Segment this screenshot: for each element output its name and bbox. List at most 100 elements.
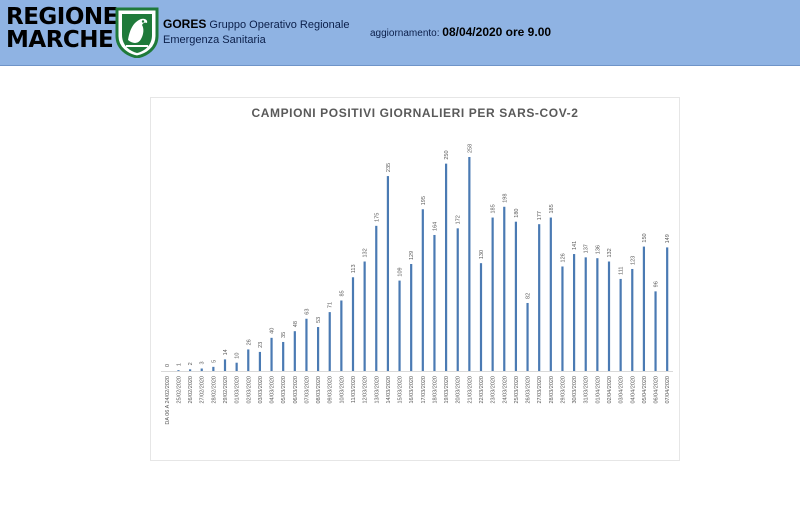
data-label: 5 (211, 360, 217, 363)
x-tick-label: 29/03/2020 (560, 376, 566, 404)
data-label: 109 (398, 267, 404, 276)
x-tick-label: 23/03/2020 (491, 376, 497, 404)
chart-title: CAMPIONI POSITIVI GIORNALIERI PER SARS-C… (251, 106, 579, 120)
x-tick-label: 01/04/2020 (595, 376, 601, 404)
bar (433, 234, 436, 371)
x-tick-label: 12/03/2020 (363, 376, 369, 404)
x-tick-label: 10/03/2020 (339, 376, 345, 404)
bar (456, 228, 459, 371)
x-tick-label: 08/03/2020 (316, 376, 322, 404)
data-label: 172 (456, 215, 462, 224)
x-tick-label: 05/03/2020 (281, 376, 287, 404)
data-label: 1 (176, 363, 182, 366)
x-tick-label: 01/03/2020 (235, 376, 241, 404)
data-label: 14 (223, 349, 229, 355)
bar (421, 209, 424, 371)
data-label: 136 (595, 245, 601, 254)
org-line-2: Emergenza Sanitaria (163, 34, 266, 46)
bar (479, 263, 483, 371)
x-tick-label: 28/03/2020 (549, 376, 555, 404)
bar (293, 331, 296, 371)
x-tick-label: 06/04/2020 (654, 376, 660, 404)
bar (410, 264, 413, 371)
update-label: aggiornamento: (370, 28, 440, 39)
data-label: 258 (467, 144, 473, 153)
bar (572, 254, 576, 371)
bar (398, 280, 401, 371)
bar (375, 225, 378, 371)
bar (619, 278, 622, 371)
x-tick-label: 02/04/2020 (607, 376, 613, 404)
x-tick-label: 09/03/2020 (328, 376, 334, 404)
x-tick-label: 14/03/2020 (386, 376, 392, 404)
data-label: 40 (270, 328, 276, 334)
x-tick-label: 06/03/2020 (293, 376, 299, 404)
x-tick-label: 15/03/2020 (398, 376, 404, 404)
bar (607, 261, 611, 371)
data-label: 10 (235, 353, 241, 359)
chart-container: CAMPIONI POSITIVI GIORNALIERI PER SARS-C… (150, 97, 680, 461)
x-tick-label: 18/03/2020 (432, 376, 438, 404)
org-line-1: Gruppo Operativo Regionale (209, 19, 350, 31)
data-label: 123 (630, 256, 636, 265)
data-label: 48 (293, 321, 299, 327)
x-tick-label: 28/02/2020 (211, 376, 217, 404)
data-label: 26 (246, 339, 252, 345)
bar (503, 206, 506, 371)
bar (584, 257, 587, 371)
bar-chart: 0 DA 06 A 24/02/2020 1 25/02/2020 2 26/02/202… (161, 144, 673, 425)
header-banner: REGIONE MARCHE GORES Gruppo Operativo Re… (0, 0, 800, 66)
x-tick-label: 07/04/2020 (665, 376, 671, 404)
org-short-name: GORES (163, 17, 207, 31)
data-label: 0 (165, 364, 171, 367)
data-label: 250 (444, 150, 450, 159)
data-label: 198 (502, 194, 508, 203)
bar (258, 351, 262, 371)
bar (363, 261, 366, 371)
x-tick-label: 07/03/2020 (304, 376, 310, 404)
data-label: 150 (642, 233, 648, 242)
bar (491, 217, 494, 371)
x-tick-label: 16/03/2020 (409, 376, 415, 404)
data-label: 137 (584, 244, 590, 253)
x-tick-label: 04/04/2020 (630, 376, 636, 404)
data-label: 71 (328, 302, 334, 308)
bar (666, 247, 669, 371)
x-tick-label: 03/03/2020 (258, 376, 264, 404)
x-tick-label: 30/03/2020 (572, 376, 578, 404)
data-label: 85 (339, 290, 345, 296)
bar (549, 217, 552, 371)
bar (223, 359, 227, 371)
data-label: 53 (316, 317, 322, 323)
bar (188, 369, 192, 371)
data-label: 35 (281, 332, 287, 338)
logo-line-1: REGIONE (6, 4, 118, 30)
bar (235, 362, 238, 371)
data-label: 175 (374, 213, 380, 222)
data-label: 132 (607, 248, 613, 257)
x-tick-label: 27/03/2020 (537, 376, 543, 404)
bar (561, 266, 564, 371)
x-tick-label: 25/03/2020 (514, 376, 520, 404)
data-label: 141 (572, 241, 578, 250)
x-tick-label: DA 06 A 24/02/2020 (165, 376, 171, 425)
x-tick-label: 17/03/2020 (421, 376, 427, 404)
data-label: 96 (654, 281, 660, 287)
data-label: 149 (665, 234, 671, 243)
bar (642, 246, 646, 371)
data-label: 164 (432, 222, 438, 231)
x-tick-label: 25/02/2020 (176, 376, 182, 404)
data-label: 129 (409, 251, 415, 260)
bar (596, 258, 599, 371)
x-tick-label: 05/04/2020 (642, 376, 648, 404)
bar (514, 221, 518, 371)
bar (270, 337, 273, 371)
data-label: 2 (188, 362, 194, 365)
bar (526, 302, 529, 371)
x-tick-label: 24/03/2020 (502, 376, 508, 404)
bar (212, 366, 215, 371)
x-tick-label: 11/03/2020 (351, 376, 357, 403)
bar (351, 277, 355, 371)
bar (631, 268, 634, 371)
bar (305, 318, 308, 371)
